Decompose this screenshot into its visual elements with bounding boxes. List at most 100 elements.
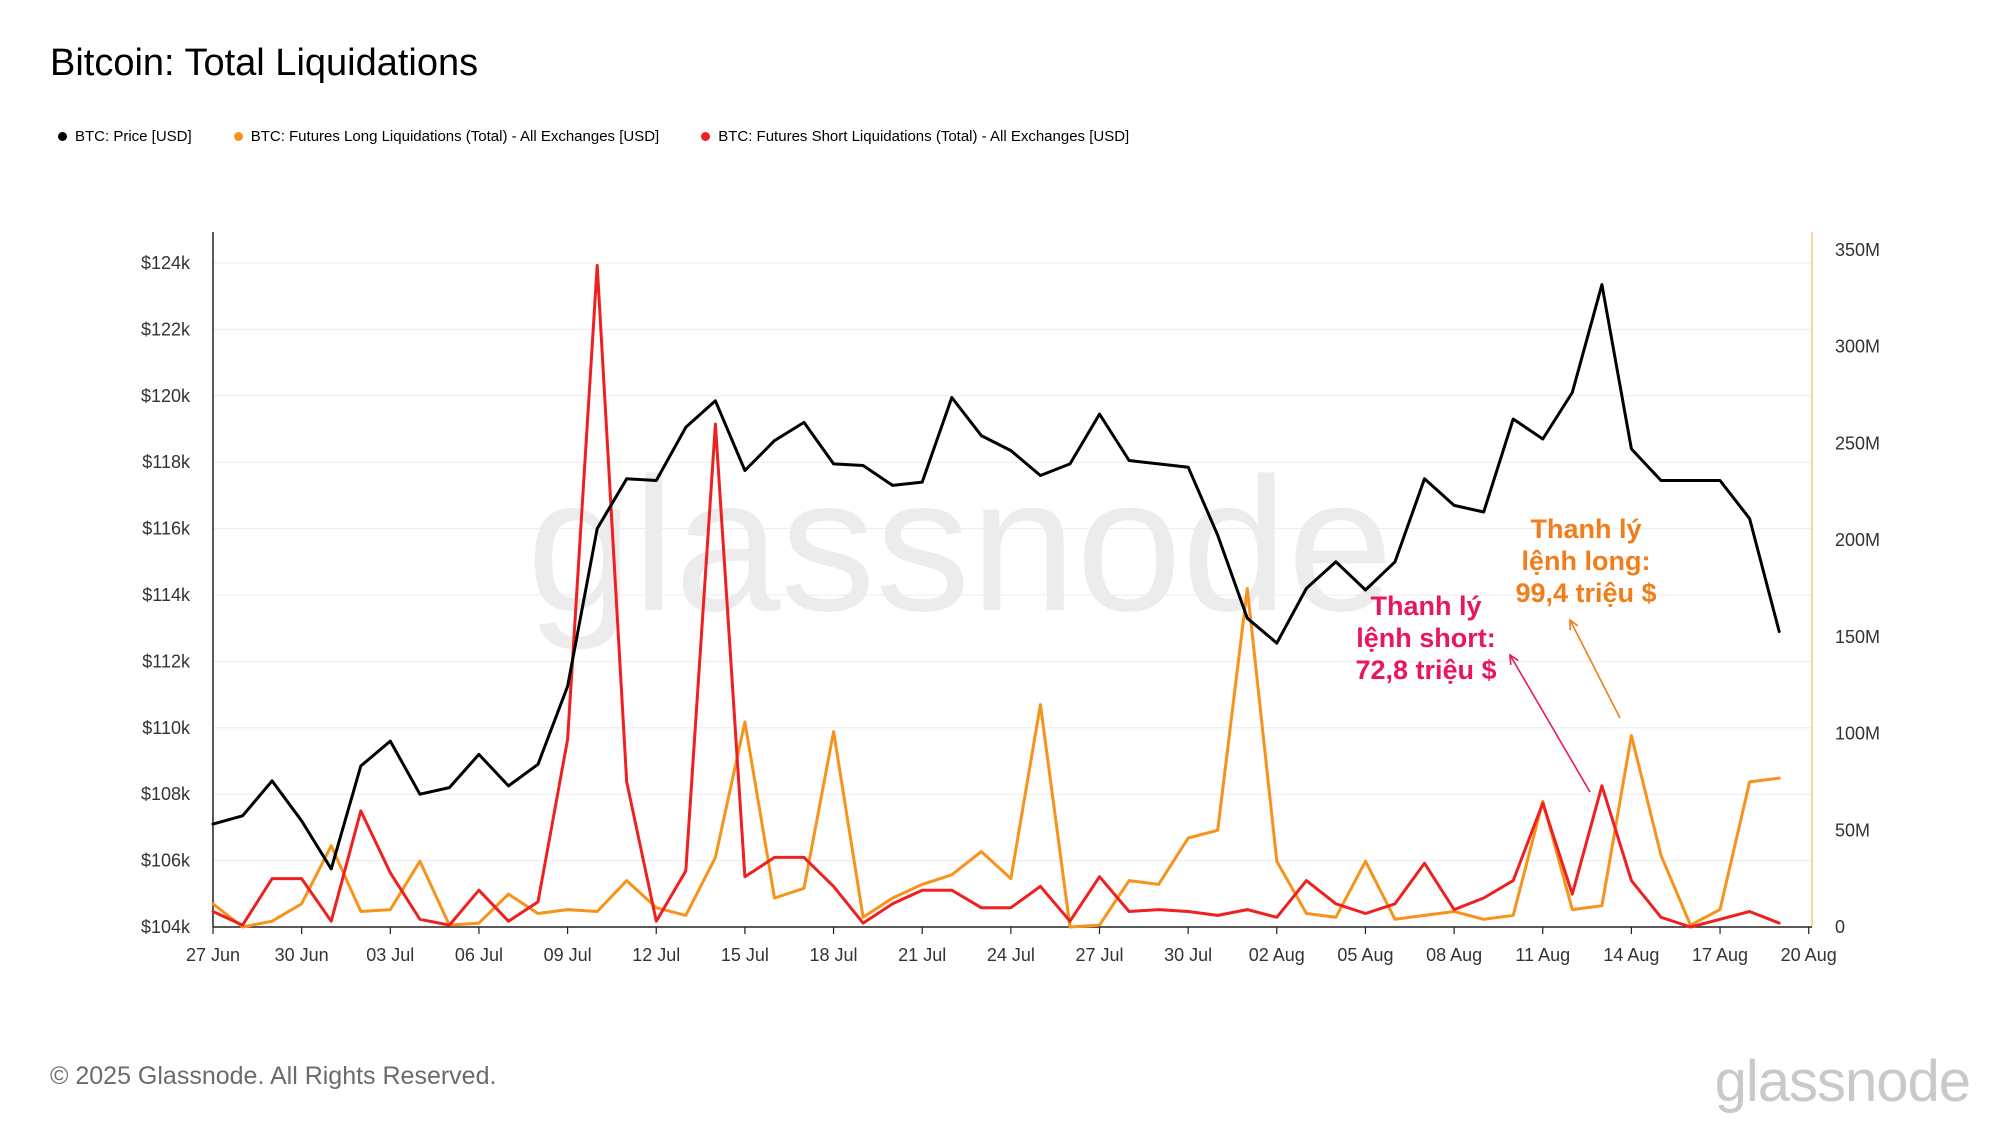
x-tick-label: 15 Jul	[721, 945, 769, 965]
annotation-short-line1: Thanh lý	[1370, 591, 1482, 621]
data-point	[1393, 918, 1397, 921]
data-point	[1777, 776, 1781, 780]
long-liquidations-line-points	[211, 587, 1781, 929]
data-point	[1571, 391, 1574, 394]
data-point	[211, 910, 215, 913]
data-point	[1748, 910, 1751, 913]
data-point	[1098, 412, 1101, 416]
arrow-short-shaft	[1509, 654, 1591, 793]
arrow-long-head	[1569, 618, 1579, 631]
x-tick-label: 30 Jun	[275, 945, 329, 965]
data-point	[1334, 560, 1338, 563]
data-point	[1157, 883, 1160, 886]
data-point	[1452, 908, 1456, 911]
data-point	[625, 780, 628, 784]
x-tick-label: 21 Jul	[898, 945, 946, 965]
data-point	[1630, 879, 1633, 882]
data-point	[241, 814, 244, 817]
data-point	[1216, 914, 1219, 917]
y-left-tick-label: $116k	[142, 519, 191, 539]
data-point	[477, 921, 481, 925]
legend-item-long-liquidations[interactable]: BTC: Futures Long Liquidations (Total) -…	[233, 128, 659, 145]
data-point	[566, 685, 569, 688]
data-point	[1305, 912, 1308, 915]
copyright-notice: © 2025 Glassnode. All Rights Reserved.	[50, 1062, 497, 1090]
data-point	[418, 860, 422, 863]
x-tick-label: 30 Jul	[1164, 945, 1212, 965]
data-point	[802, 856, 806, 859]
data-point	[1482, 510, 1485, 514]
x-tick-label: 14 Aug	[1603, 945, 1659, 965]
annotation-long-liquidations: Thanh lý lệnh long: 99,4 triệu $	[1496, 513, 1676, 609]
data-point	[507, 919, 510, 923]
y-left-tick-label: $104k	[141, 917, 191, 937]
data-point	[1600, 283, 1604, 286]
data-point	[1630, 734, 1633, 737]
data-point	[1423, 861, 1426, 865]
data-point	[1718, 918, 1722, 921]
data-point	[1009, 449, 1013, 452]
data-point	[1246, 617, 1249, 620]
annotation-long-line1: Thanh lý	[1530, 514, 1642, 544]
x-tick-label: 08 Aug	[1426, 945, 1482, 965]
data-point	[1571, 892, 1574, 896]
x-tick-label: 27 Jun	[186, 945, 240, 965]
y-left-tick-label: $108k	[141, 784, 191, 804]
data-point	[1216, 534, 1219, 537]
data-point	[1009, 877, 1013, 880]
data-point	[536, 763, 540, 766]
arrow-short	[1509, 653, 1591, 793]
data-point	[418, 918, 422, 921]
data-point	[270, 779, 274, 783]
data-point	[921, 883, 924, 886]
gridlines	[213, 262, 1812, 862]
legend-item-price[interactable]: BTC: Price [USD]	[58, 128, 192, 145]
data-point	[1393, 560, 1397, 563]
data-point	[950, 889, 953, 892]
data-point	[1482, 896, 1485, 900]
data-point	[566, 738, 569, 741]
data-point	[330, 919, 333, 923]
data-point	[389, 739, 392, 743]
annotation-long-line3: 99,4 triệu $	[1515, 578, 1657, 608]
data-point	[270, 877, 274, 880]
data-point	[300, 819, 303, 822]
data-point	[1039, 474, 1042, 477]
data-point	[330, 844, 333, 847]
data-point	[1305, 587, 1308, 590]
y-right-tick-label: 150M	[1835, 627, 1880, 647]
data-point	[300, 902, 303, 905]
data-point	[921, 889, 924, 892]
data-point	[1068, 925, 1072, 929]
data-point	[1364, 912, 1367, 915]
data-point	[1748, 780, 1751, 784]
annotation-short-liquidations: Thanh lý lệnh short: 72,8 triệu $	[1336, 590, 1516, 686]
data-point	[1689, 479, 1692, 482]
data-point	[1039, 885, 1042, 888]
x-tick-label: 27 Jul	[1075, 945, 1123, 965]
data-point	[1512, 914, 1515, 917]
x-tick-label: 12 Jul	[632, 945, 680, 965]
legend-label-price: BTC: Price [USD]	[75, 128, 192, 145]
data-point	[1127, 910, 1131, 913]
data-point	[418, 793, 422, 796]
data-point	[743, 720, 747, 724]
y-right-tick-label: 350M	[1835, 240, 1880, 260]
data-point	[536, 912, 540, 915]
glassnode-logo: glassnode	[1714, 1049, 1971, 1114]
data-point	[832, 885, 835, 888]
legend-item-short-liquidations[interactable]: BTC: Futures Short Liquidations (Total) …	[701, 128, 1129, 145]
data-point	[802, 887, 806, 890]
data-point	[832, 462, 835, 466]
data-point	[300, 877, 303, 880]
y-right-tick-label: 50M	[1835, 820, 1870, 840]
data-point	[507, 784, 510, 788]
x-tick-label: 24 Jul	[987, 945, 1035, 965]
data-point	[1659, 854, 1663, 857]
data-point	[477, 753, 481, 756]
data-point	[773, 439, 776, 442]
data-point	[1186, 836, 1190, 840]
data-point	[684, 914, 687, 917]
data-point	[1364, 588, 1367, 592]
data-point	[1482, 918, 1485, 921]
